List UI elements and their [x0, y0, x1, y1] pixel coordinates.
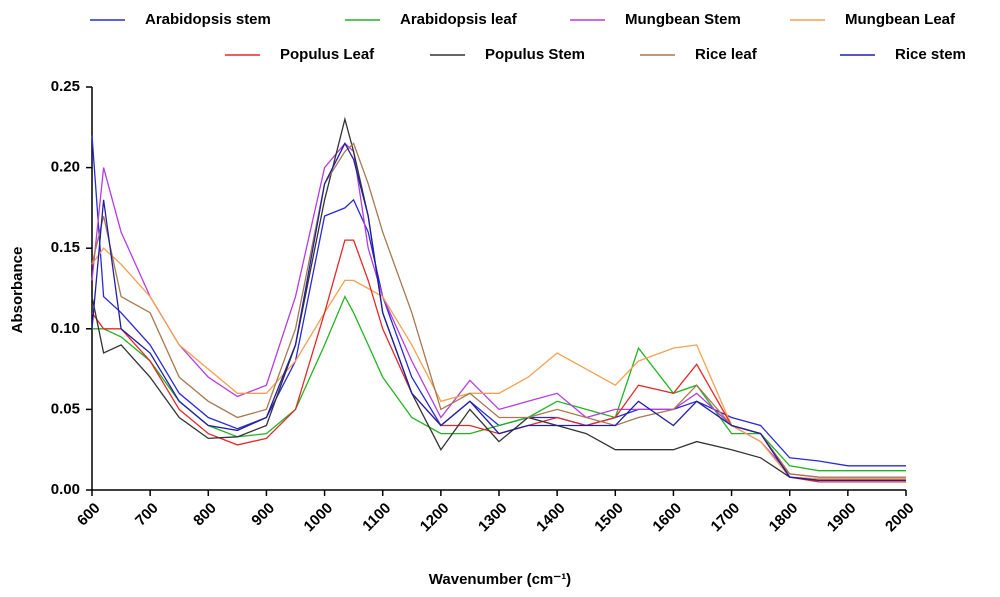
x-tick-label: 1700	[708, 500, 744, 536]
y-tick-label: 0.15	[51, 239, 80, 256]
x-tick-label: 700	[132, 500, 162, 530]
x-tick-label: 1800	[766, 500, 802, 536]
series-line	[91, 247, 906, 480]
x-tick-label: 1600	[649, 500, 685, 536]
legend-label: Mungbean Leaf	[845, 11, 956, 28]
y-tick-label: 0.10	[51, 320, 80, 337]
x-tick-label: 1200	[417, 500, 453, 536]
series-line	[91, 135, 906, 467]
legend-label: Arabidopsis stem	[145, 11, 271, 28]
x-tick-label: 800	[190, 500, 220, 530]
x-tick-label: 1000	[301, 500, 337, 536]
x-axis-label: Wavenumber (cm⁻¹)	[429, 571, 571, 588]
legend-label: Populus Stem	[485, 46, 585, 63]
legend-label: Populus Leaf	[280, 46, 375, 63]
legend-label: Arabidopsis leaf	[400, 11, 518, 28]
x-tick-label: 1400	[533, 500, 569, 536]
series-line	[91, 116, 906, 481]
y-axis-label: Absorbance	[9, 247, 26, 334]
legend-label: Rice stem	[895, 46, 966, 63]
x-tick-label: 1500	[591, 500, 627, 536]
series-line	[91, 141, 906, 481]
x-tick-label: 1900	[824, 500, 860, 536]
x-tick-label: 900	[248, 500, 278, 530]
legend-label: Rice leaf	[695, 46, 758, 63]
series-line	[92, 295, 906, 472]
y-tick-label: 0.20	[51, 159, 80, 176]
x-tick-label: 600	[74, 500, 104, 530]
x-tick-label: 1100	[359, 500, 394, 535]
y-tick-label: 0.05	[51, 400, 80, 417]
legend-label: Mungbean Stem	[625, 11, 741, 28]
y-tick-label: 0.00	[51, 481, 80, 498]
x-tick-label: 2000	[882, 500, 918, 536]
y-tick-label: 0.25	[51, 78, 80, 95]
x-tick-label: 1300	[475, 500, 511, 536]
series-line	[91, 239, 906, 483]
